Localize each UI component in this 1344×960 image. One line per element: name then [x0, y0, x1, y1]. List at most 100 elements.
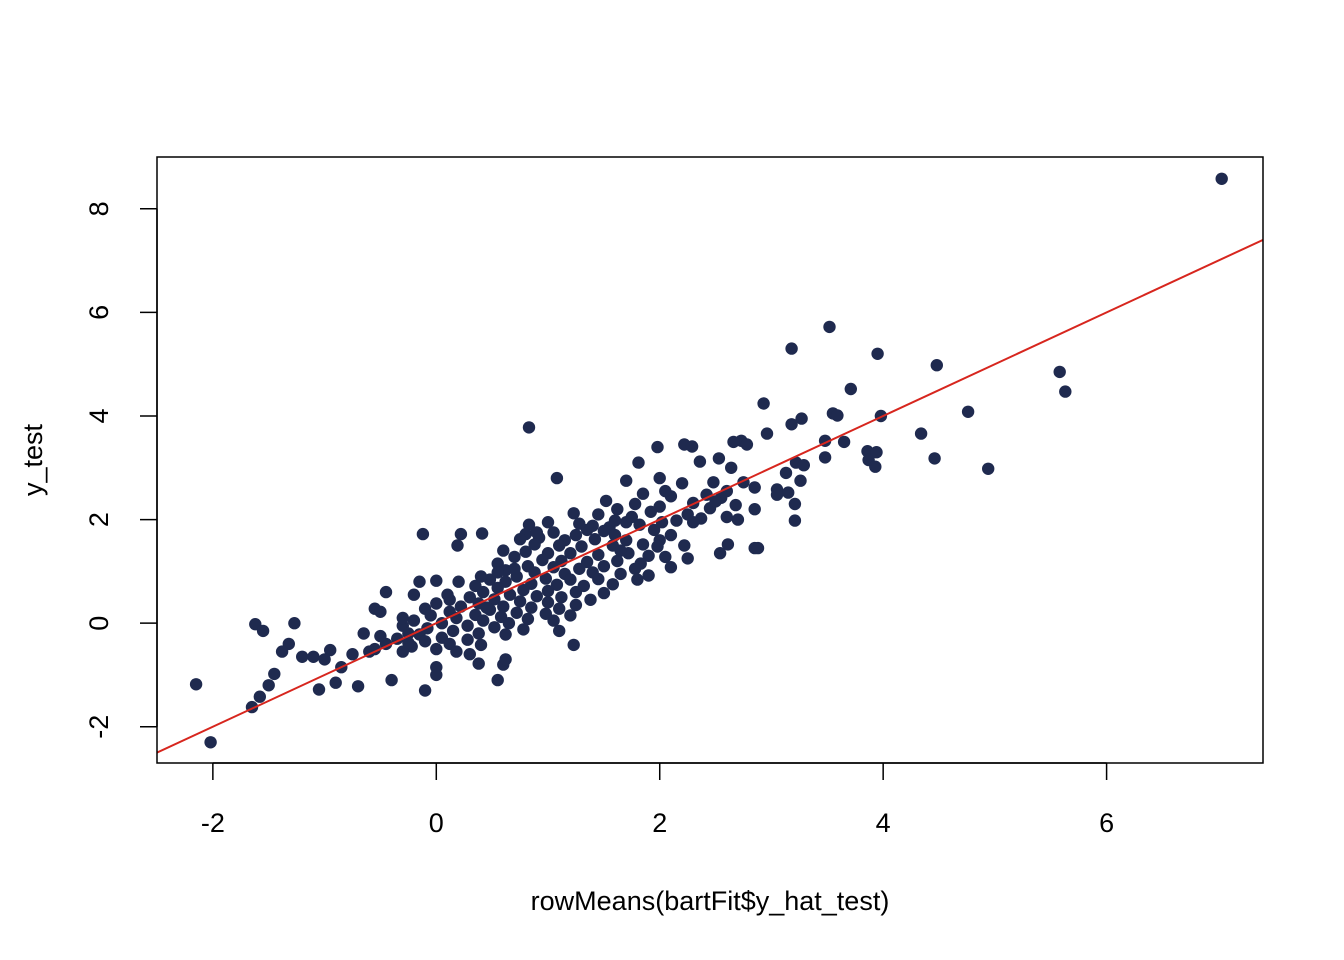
data-point: [446, 624, 460, 638]
data-point: [312, 683, 326, 696]
reference-line-layer: [157, 238, 1263, 754]
data-point: [499, 653, 512, 666]
data-point: [644, 505, 657, 518]
data-point: [611, 503, 624, 516]
data-point: [547, 526, 560, 539]
data-point: [625, 510, 638, 524]
data-point: [346, 648, 359, 661]
y-axis-title: y_test: [18, 423, 48, 496]
x-tick-label: 2: [652, 808, 667, 838]
data-point: [519, 545, 532, 558]
data-point: [770, 488, 784, 501]
data-point: [664, 528, 678, 542]
data-point: [296, 650, 309, 663]
data-point: [678, 539, 691, 552]
plot-frame: [156, 156, 1264, 764]
data-point: [463, 591, 476, 604]
data-point: [651, 440, 664, 454]
data-point: [606, 578, 619, 591]
data-point: [871, 347, 884, 360]
data-point: [539, 572, 552, 585]
data-point: [675, 477, 689, 490]
y-axis: -2 0 2 4 6 8: [84, 201, 158, 739]
data-point: [592, 572, 605, 586]
data-point: [818, 451, 832, 464]
data-point: [451, 539, 464, 552]
data-point: [670, 514, 683, 527]
data-point: [930, 359, 943, 372]
data-point: [620, 474, 633, 487]
data-point: [430, 668, 443, 682]
data-point: [517, 623, 530, 636]
data-point: [374, 605, 387, 618]
data-point: [508, 562, 521, 575]
x-tick-label: 6: [1099, 808, 1114, 838]
data-point: [659, 550, 672, 564]
data-point: [844, 382, 857, 396]
data-point: [592, 508, 605, 521]
data-point: [567, 507, 580, 520]
data-point: [592, 548, 605, 561]
data-point: [788, 514, 802, 527]
points-layer: [189, 172, 1228, 749]
data-point: [530, 526, 543, 539]
data-point: [513, 533, 527, 546]
data-point: [413, 575, 426, 588]
data-point: [788, 497, 802, 511]
data-point: [575, 540, 588, 553]
data-point: [510, 606, 523, 619]
y-tick-label: 0: [84, 616, 114, 631]
data-point: [463, 648, 476, 661]
data-point: [430, 642, 443, 656]
y-tick-label: -2: [84, 715, 114, 739]
data-point: [480, 601, 493, 614]
data-point: [693, 455, 707, 468]
data-point: [288, 617, 301, 630]
data-point: [407, 588, 421, 601]
data-point: [869, 460, 882, 473]
data-point: [1053, 365, 1066, 379]
data-point: [268, 667, 281, 681]
data-point: [597, 524, 611, 538]
data-point: [491, 581, 504, 595]
data-point: [636, 538, 650, 551]
data-point: [499, 628, 512, 641]
data-point: [681, 552, 694, 565]
data-point: [564, 547, 577, 560]
data-point: [402, 636, 415, 649]
data-point: [204, 736, 217, 749]
data-point: [553, 624, 566, 638]
data-point: [385, 673, 398, 687]
data-point: [497, 600, 510, 613]
data-point: [396, 645, 409, 658]
data-point: [541, 596, 555, 609]
data-point: [396, 611, 409, 625]
data-point: [573, 562, 586, 575]
data-point: [797, 459, 810, 472]
data-point: [584, 593, 597, 606]
data-point: [454, 527, 468, 541]
data-point: [588, 533, 602, 546]
data-point: [441, 588, 454, 601]
data-point: [569, 598, 583, 612]
data-point: [253, 690, 266, 703]
data-point: [488, 593, 501, 606]
data-point: [837, 435, 851, 449]
data-point: [475, 527, 489, 540]
data-point: [709, 495, 722, 508]
data-point: [731, 513, 745, 526]
data-point: [536, 553, 549, 567]
data-point: [794, 474, 807, 487]
data-point: [530, 590, 543, 603]
data-point: [513, 595, 527, 608]
data-point: [503, 588, 517, 601]
data-point: [712, 452, 726, 465]
data-point: [642, 569, 655, 582]
data-point: [642, 549, 655, 562]
data-point: [760, 427, 774, 440]
data-point: [785, 418, 798, 431]
data-point: [653, 471, 666, 485]
data-point: [982, 462, 995, 475]
data-point: [928, 452, 941, 465]
data-point: [189, 678, 203, 691]
